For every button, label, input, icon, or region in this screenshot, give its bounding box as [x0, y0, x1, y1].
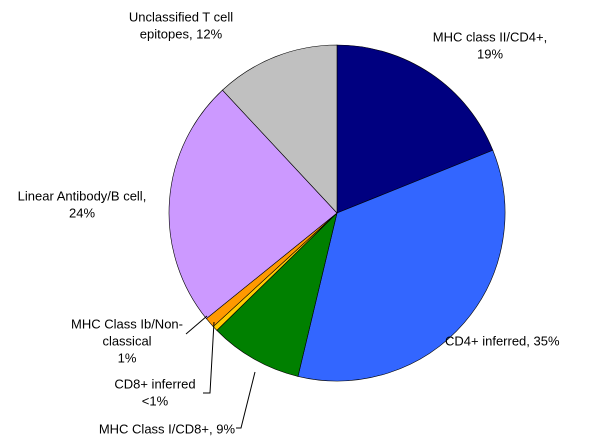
leader-line	[203, 321, 215, 394]
pie-slice	[297, 149, 506, 382]
slice-label: epitopes, 12%	[140, 26, 223, 41]
pie-slice	[336, 44, 494, 214]
slice-label: 24%	[69, 205, 95, 220]
slice-label: CD8+ inferred	[114, 376, 195, 391]
slice-label: classical	[102, 333, 151, 348]
slice-label: MHC class II/CD4+,	[433, 29, 548, 44]
slice-label: Unclassified T cell	[129, 9, 233, 24]
pie-slice	[168, 89, 338, 320]
slice-label: Linear Antibody/B cell,	[18, 188, 147, 203]
slice-label: MHC Class I/CD8+, 9%	[99, 421, 236, 436]
slice-label: CD4+ inferred, 35%	[445, 333, 560, 348]
leader-line	[185, 315, 208, 335]
slice-label: <1%	[142, 393, 169, 408]
pie-slice	[216, 212, 338, 377]
slice-label: 1%	[118, 350, 137, 365]
slice-label: MHC Class Ib/Non-	[71, 316, 183, 331]
slice-label: 19%	[477, 46, 503, 61]
leader-line	[236, 371, 256, 429]
pie-slice	[222, 44, 338, 214]
